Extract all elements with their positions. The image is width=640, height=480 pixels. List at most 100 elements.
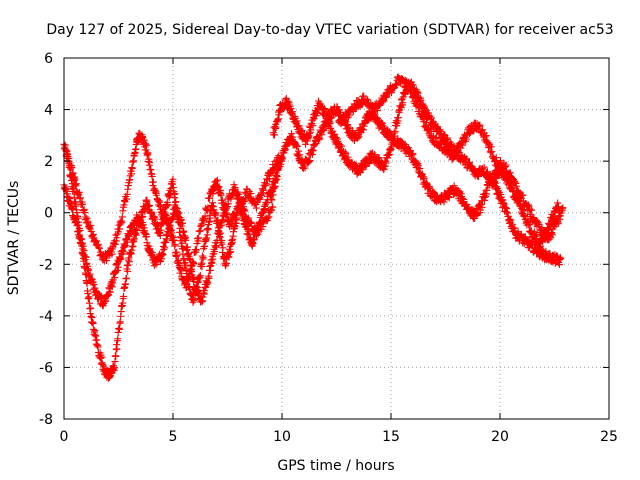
data-point — [223, 259, 231, 267]
data-point — [526, 220, 534, 228]
data-point — [128, 246, 136, 254]
data-point — [557, 255, 565, 263]
data-point — [269, 191, 277, 199]
data-point — [208, 258, 216, 266]
data-point — [169, 175, 177, 183]
data-point — [480, 163, 488, 171]
data-point — [179, 219, 187, 227]
data-point — [199, 254, 207, 262]
data-point — [82, 271, 90, 279]
data-point — [277, 160, 285, 168]
data-point — [271, 131, 279, 139]
data-point — [78, 242, 86, 250]
data-point — [507, 216, 515, 224]
axis-ticks — [63, 57, 610, 420]
data-point — [312, 140, 320, 148]
data-point — [263, 199, 271, 207]
data-point — [192, 246, 200, 254]
data-point — [388, 143, 396, 151]
data-point — [444, 193, 452, 201]
data-point — [128, 165, 136, 173]
data-point — [309, 122, 317, 130]
data-point — [172, 198, 180, 206]
data-point — [430, 189, 438, 197]
y-tick-label: -2 — [39, 257, 53, 273]
data-point — [305, 130, 313, 138]
data-point — [76, 226, 84, 234]
y-tick-label: -8 — [39, 412, 53, 428]
series-track-d — [269, 78, 565, 269]
data-point — [316, 135, 324, 143]
data-point — [394, 114, 402, 122]
data-point — [478, 203, 486, 211]
data-point — [148, 249, 156, 257]
data-point — [519, 206, 527, 214]
data-point — [388, 131, 396, 139]
data-point — [416, 104, 424, 112]
series-track-f — [335, 73, 567, 244]
data-point — [149, 178, 157, 186]
data-point — [409, 150, 417, 158]
data-point — [273, 175, 281, 183]
data-point — [87, 304, 95, 312]
data-point — [215, 223, 223, 231]
axis-tick-labels: 0 5 10 15 20 25 -8 -6 -4 -2 0 2 4 6 — [39, 51, 618, 445]
data-point — [201, 212, 209, 220]
data-point — [157, 202, 165, 210]
data-point — [77, 235, 85, 243]
data-point — [298, 127, 306, 135]
data-point — [288, 130, 296, 138]
data-point — [243, 222, 251, 230]
data-point — [133, 226, 141, 234]
data-point — [492, 183, 500, 191]
data-point — [87, 221, 95, 229]
data-point — [221, 206, 229, 214]
data-point — [508, 220, 516, 228]
data-point — [528, 206, 536, 214]
data-point — [205, 274, 213, 282]
y-tick-label: 4 — [44, 103, 53, 119]
data-point — [264, 214, 272, 222]
data-point — [79, 200, 87, 208]
data-point — [146, 201, 154, 209]
data-point — [111, 364, 119, 372]
data-point — [379, 98, 387, 106]
data-point — [122, 274, 130, 282]
data-point — [189, 298, 197, 306]
data-point — [463, 155, 471, 163]
data-point — [525, 221, 533, 229]
data-point — [377, 119, 385, 127]
data-point — [114, 263, 122, 271]
data-point — [81, 209, 89, 217]
data-point — [125, 258, 133, 266]
y-axis-label: SDTVAR / TECUs — [6, 181, 22, 296]
data-point — [536, 242, 544, 250]
data-point — [293, 142, 301, 150]
data-point — [117, 255, 125, 263]
data-point — [199, 293, 207, 301]
data-point — [193, 286, 201, 294]
data-point — [106, 288, 114, 296]
data-point — [420, 113, 428, 121]
series-track-c — [62, 148, 281, 382]
data-point — [476, 121, 484, 129]
data-point — [130, 235, 138, 243]
data-point — [320, 126, 328, 134]
data-point — [341, 116, 349, 124]
data-point — [114, 266, 122, 274]
data-point — [268, 196, 276, 204]
data-point — [536, 243, 544, 251]
x-tick-label: 10 — [273, 429, 291, 445]
data-point — [233, 216, 241, 224]
data-point — [533, 232, 541, 240]
plot-frame — [63, 57, 610, 420]
data-point — [218, 196, 226, 204]
data-point — [227, 248, 235, 256]
data-point — [179, 245, 187, 253]
data-point — [90, 281, 98, 289]
data-point — [519, 191, 527, 199]
data-point — [414, 98, 422, 106]
data-point — [226, 248, 234, 256]
data-point — [328, 114, 336, 122]
x-tick-label: 15 — [382, 429, 400, 445]
